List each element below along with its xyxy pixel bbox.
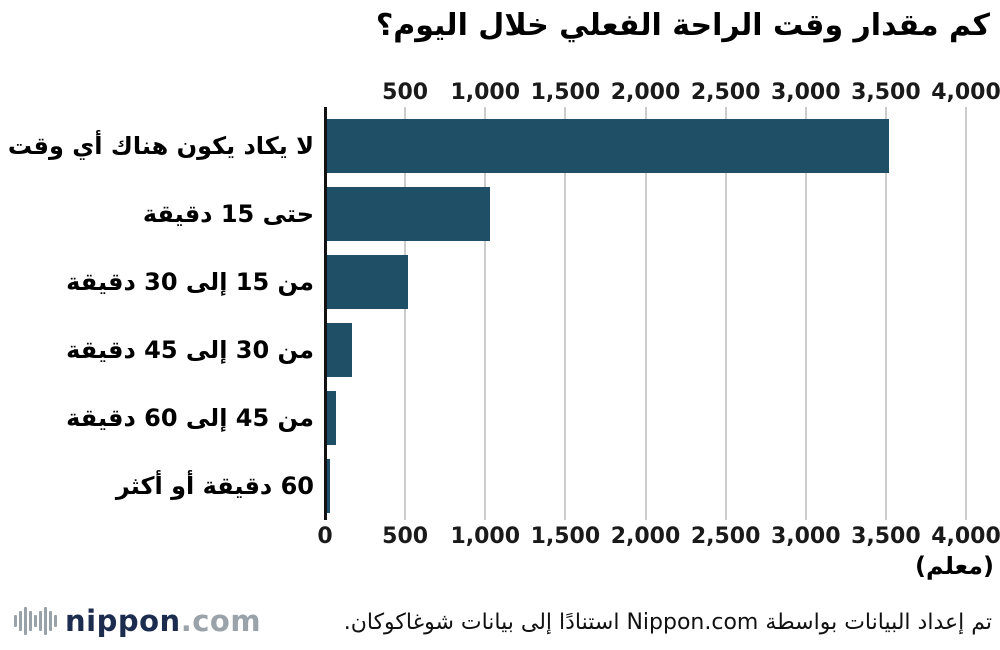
x-tick-label-top: 4,000 [931, 80, 1000, 105]
category-label: 60 دقيقة أو أكثر [115, 472, 314, 500]
x-axis-bottom-ticks: 0 500 1,000 1,500 2,000 2,500 3,000 3,500 4,000 [317, 524, 1000, 550]
category-label: من 30 إلى 45 دقيقة [66, 336, 314, 364]
bar [325, 255, 409, 309]
logo-text-secondary: .com [180, 604, 262, 638]
gridline [404, 107, 407, 520]
category-label: حتى 15 دقيقة [142, 200, 314, 228]
gridline [724, 107, 727, 520]
x-tick-label-bottom: 1,500 [530, 524, 601, 549]
logo-wordmark: nippon.com [65, 604, 261, 638]
x-axis-top-ticks: 500 1,000 1,500 2,000 2,500 3,000 3,500 4,000 [325, 80, 1000, 106]
x-tick-label-bottom: 500 [382, 524, 429, 549]
x-tick-label-bottom: 1,000 [450, 524, 521, 549]
x-tick-label-top: 3,500 [851, 80, 921, 105]
gridline [564, 107, 567, 520]
category-label: لا يكاد يكون هناك أي وقت [7, 132, 314, 160]
x-tick-label-bottom: 3,500 [851, 524, 921, 549]
x-tick-label-bottom: 2,000 [610, 524, 681, 549]
gridline [884, 107, 887, 520]
x-tick-label-top: 2,500 [690, 80, 761, 105]
x-tick-label-top: 1,000 [450, 80, 521, 105]
bar [325, 119, 890, 173]
gridline [965, 107, 967, 520]
x-tick-label-bottom: 0 [317, 524, 333, 549]
x-tick-label-bottom: 3,000 [770, 524, 841, 549]
bar [325, 459, 330, 513]
plot-area [324, 107, 967, 520]
gridline [804, 107, 807, 520]
category-label: من 15 إلى 30 دقيقة [66, 268, 314, 296]
x-tick-label-bottom: 2,500 [690, 524, 761, 549]
bar [325, 323, 353, 377]
category-label: من 45 إلى 60 دقيقة [66, 404, 314, 432]
chart-title: كم مقدار وقت الراحة الفعلي خلال اليوم؟ [375, 8, 990, 43]
gridline [644, 107, 647, 520]
bar [325, 391, 337, 445]
bar [325, 187, 491, 241]
nippon-logo: nippon.com [14, 604, 261, 638]
x-tick-label-top: 1,500 [530, 80, 601, 105]
axis-unit-label: (معلم) [915, 552, 994, 580]
y-axis-line [324, 107, 327, 520]
logo-text-primary: nippon [65, 604, 181, 638]
x-tick-label-top: 3,000 [770, 80, 841, 105]
source-credit: تم إعداد البيانات بواسطة Nippon.com استن… [343, 610, 992, 635]
gridline [484, 107, 487, 520]
soundwave-bars-icon [14, 605, 57, 637]
category-labels: لا يكاد يكون هناك أي وقت حتى 15 دقيقة من 1… [0, 112, 316, 520]
footer: nippon.com تم إعداد البيانات بواسطة Nipp… [0, 598, 1000, 650]
x-tick-label-top: 500 [382, 80, 429, 105]
x-tick-label-top: 2,000 [610, 80, 681, 105]
x-tick-label-bottom: 4,000 [931, 524, 1000, 549]
